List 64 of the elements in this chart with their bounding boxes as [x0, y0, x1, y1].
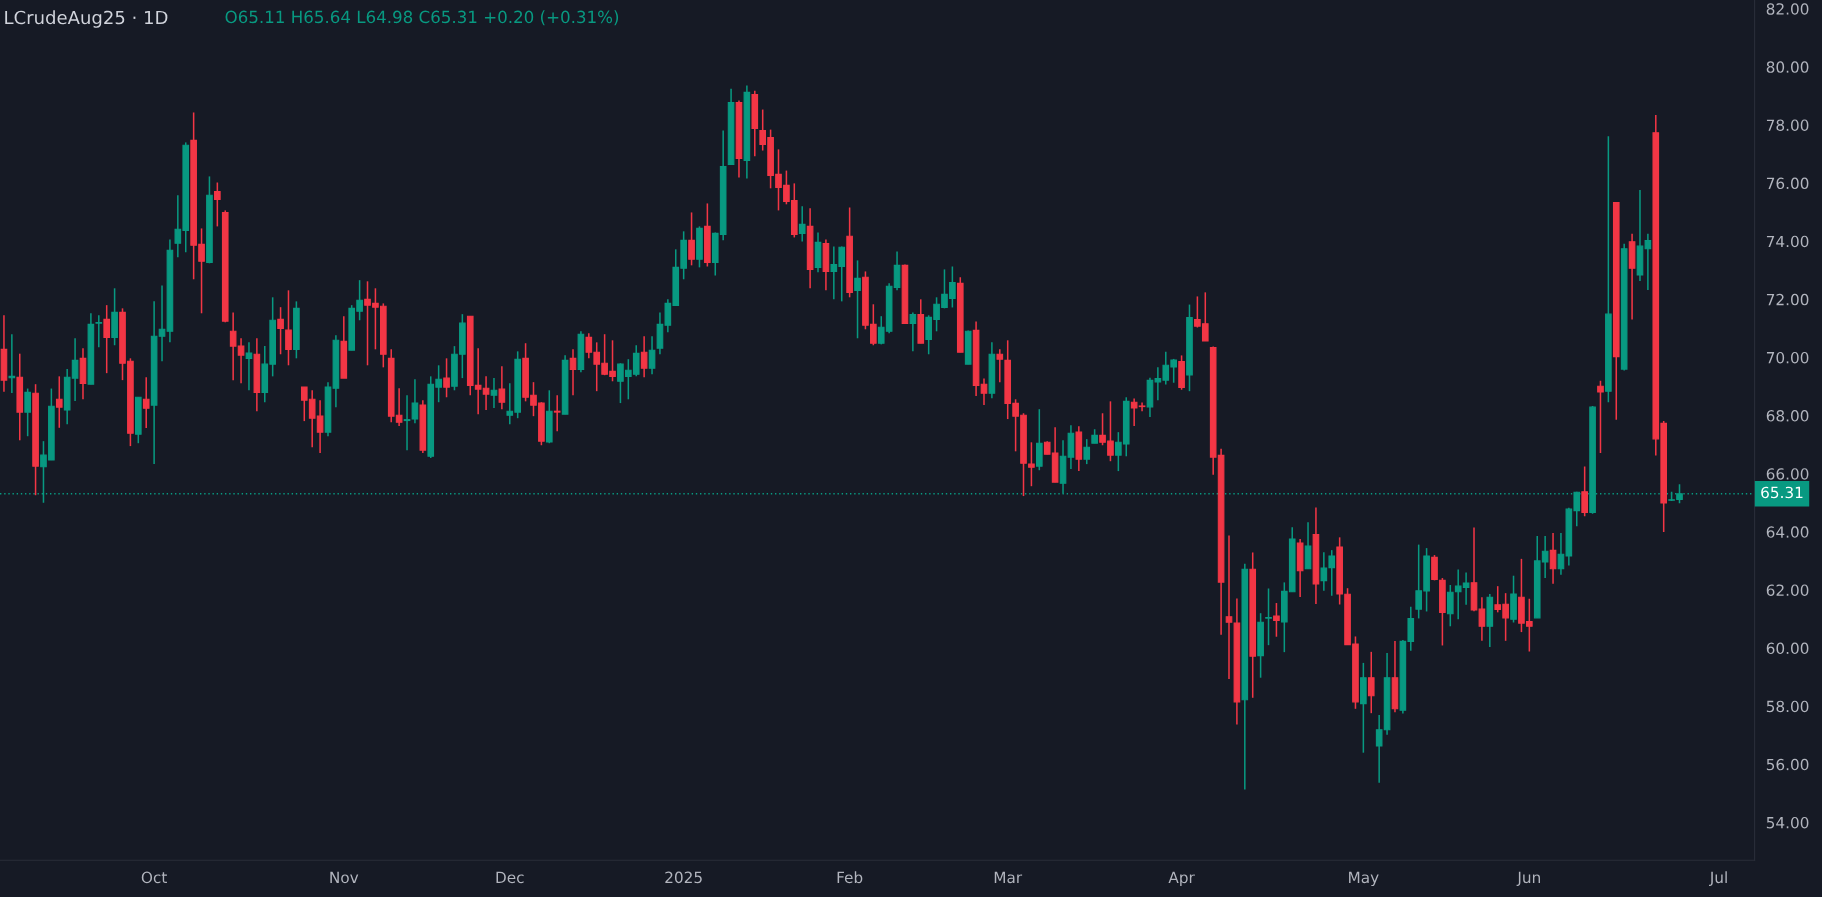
y-tick-label: 62.00 — [1766, 584, 1809, 596]
annotation: O65.11 H65.64 L64.98 C65.31 +0.20 (+0.31%) — [225, 10, 619, 26]
y-tick-label: 68.00 — [1766, 410, 1809, 422]
candlestick — [498, 365, 506, 410]
candlestick — [798, 205, 806, 243]
candlestick — [1067, 424, 1075, 470]
y-tick-label: 80.00 — [1766, 61, 1809, 73]
x-tick-label: Mar — [994, 871, 1023, 884]
candlestick — [443, 357, 450, 399]
candlestick — [909, 311, 917, 353]
text: LCrudeAug25 · 1D — [5, 10, 168, 28]
y-tick-label: 70.00 — [1766, 351, 1809, 364]
candlestick — [277, 306, 284, 356]
candlestick — [24, 387, 31, 437]
candlestick — [1083, 438, 1091, 465]
x-tick-label: 2025 — [665, 871, 702, 884]
candlestick — [553, 394, 561, 433]
y-tick-label: 64.00 — [1766, 526, 1809, 538]
candlestick — [55, 375, 63, 429]
x-tick-label: Jul — [1709, 871, 1727, 886]
x-tick-label: Nov — [330, 871, 359, 884]
x-tick-label: Apr — [1168, 871, 1195, 887]
y-tick-label: 66.00 — [1766, 468, 1809, 480]
candlestick — [214, 181, 221, 228]
candlestick — [1265, 587, 1272, 646]
candlestick — [1328, 549, 1336, 597]
x-tick-label: May — [1349, 871, 1379, 887]
candlestick — [996, 348, 1004, 383]
x-tick-label: Jun — [1516, 871, 1540, 886]
candlestick — [490, 377, 498, 409]
candlestick — [1597, 379, 1604, 454]
candlestick — [1320, 551, 1328, 592]
candlestick — [245, 341, 253, 392]
y-tick-label: 58.00 — [1766, 700, 1809, 713]
candlestick — [648, 335, 656, 376]
candlestick — [1367, 651, 1375, 714]
candlestick — [1273, 602, 1280, 638]
candlestick — [142, 376, 150, 429]
ref-line-label: 65.31 — [1761, 486, 1803, 499]
y-tick-label: 60.00 — [1766, 642, 1809, 655]
candlestick — [285, 289, 292, 367]
y-tick-label: 76.00 — [1766, 177, 1809, 190]
candlestick — [688, 211, 695, 267]
candlestick — [103, 304, 111, 374]
y-tick-label: 82.00 — [1766, 3, 1809, 15]
candlestick — [569, 348, 577, 397]
candlestick — [854, 259, 861, 340]
candlestick — [1581, 465, 1588, 517]
y-tick-label: 78.00 — [1766, 119, 1809, 131]
y-tick-label: 54.00 — [1766, 816, 1809, 829]
candlestick — [1431, 554, 1438, 582]
y-tick-label: 56.00 — [1766, 758, 1809, 771]
x-tick-label: Feb — [837, 871, 863, 884]
x-tick-label: Oct — [141, 871, 167, 884]
candlestick — [1035, 408, 1043, 471]
x-tick-label: Dec — [496, 871, 524, 884]
candlestick — [640, 335, 648, 378]
candlestick — [411, 378, 419, 424]
candlestick — [1446, 584, 1454, 628]
y-tick-label: 74.00 — [1766, 235, 1809, 248]
candlestick — [1304, 521, 1312, 570]
candlestick — [403, 394, 411, 451]
y-tick-label: 72.00 — [1766, 293, 1809, 306]
candlestick — [95, 314, 103, 349]
